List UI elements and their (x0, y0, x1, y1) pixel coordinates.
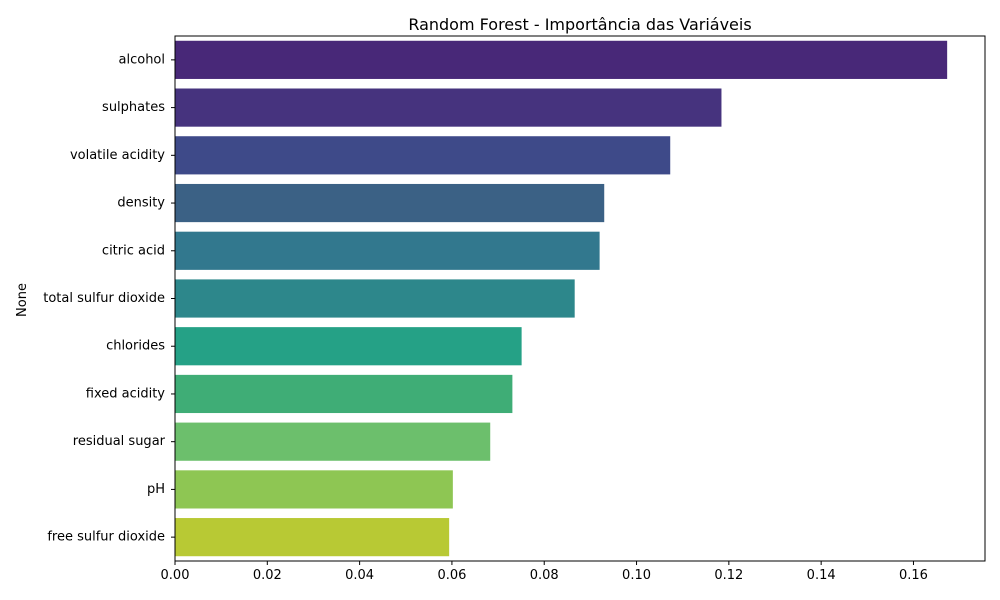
bar-ph (175, 470, 453, 509)
chart-title: Random Forest - Importância das Variávei… (408, 15, 751, 34)
bar-alcohol (175, 40, 948, 79)
y-tick-label: total sulfur dioxide (43, 291, 165, 306)
x-tick-label: 0.06 (437, 568, 466, 583)
bar-citric-acid (175, 231, 600, 270)
y-tick-label: sulphates (102, 100, 165, 115)
y-tick-label: free sulfur dioxide (47, 530, 165, 545)
x-tick-label: 0.10 (622, 568, 651, 583)
y-tick-label: chlorides (106, 339, 165, 354)
y-tick-label: alcohol (119, 52, 165, 67)
x-ticks: 0.00 0.02 0.04 0.06 0.08 0.10 0.12 0.14 0.16 (161, 561, 928, 583)
bar-sulphates (175, 88, 722, 127)
bar-fixed-acidity (175, 374, 513, 414)
y-tick-label: residual sugar (73, 434, 166, 449)
bar-residual-sugar (175, 422, 491, 461)
x-tick-label: 0.00 (161, 568, 190, 583)
y-tick-labels: alcohol sulphates volatile acidity density c… (43, 52, 175, 545)
bar-free-sulfur-dioxide (175, 518, 450, 557)
y-tick-label: pH (147, 482, 165, 497)
bar-total-sulfur-dioxide (175, 279, 575, 318)
bars-group (175, 40, 948, 557)
x-tick-label: 0.04 (345, 568, 374, 583)
bar-volatile-acidity (175, 136, 671, 175)
x-tick-label: 0.08 (530, 568, 559, 583)
bar-chlorides (175, 327, 522, 366)
bar-density (175, 183, 605, 223)
x-tick-label: 0.14 (807, 568, 836, 583)
y-axis-label: None (15, 283, 30, 317)
y-tick-label: fixed acidity (86, 386, 166, 401)
x-tick-label: 0.02 (253, 568, 282, 583)
x-tick-label: 0.16 (899, 568, 928, 583)
y-tick-label: volatile acidity (70, 148, 165, 163)
y-tick-label: density (117, 196, 165, 211)
y-tick-label: citric acid (102, 243, 165, 258)
plot-frame (174, 35, 986, 562)
x-tick-label: 0.12 (714, 568, 743, 583)
